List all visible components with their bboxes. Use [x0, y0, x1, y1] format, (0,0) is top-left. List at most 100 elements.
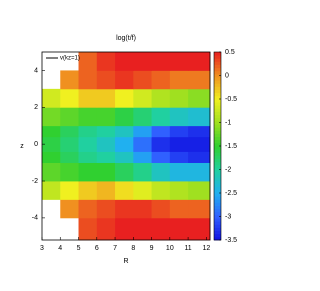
colorbar-segment [214, 205, 221, 210]
heatmap-cell [169, 107, 189, 127]
heatmap-cell [169, 125, 189, 138]
colorbar-segment [214, 136, 221, 141]
heatmap-cell [115, 107, 134, 127]
x-tick-label: 8 [131, 245, 135, 252]
heatmap-cell [169, 88, 189, 108]
colorbar-segment [214, 80, 221, 84]
heatmap-cell [169, 70, 189, 90]
colorbar-tick-label: -0.5 [225, 96, 237, 103]
heatmap-cell [133, 52, 152, 71]
heatmap-cell [188, 88, 211, 108]
colorbar-segment [214, 99, 221, 103]
x-tick-label: 12 [202, 245, 210, 252]
heatmap-cell [151, 199, 171, 219]
colorbar-segment [214, 224, 221, 228]
colorbar-segment [214, 70, 221, 75]
heatmap-cell [60, 125, 79, 138]
heatmap-cell [96, 52, 116, 71]
colorbar-tick-label: -2 [225, 166, 231, 173]
heatmap-cell [133, 162, 152, 182]
colorbar-segment [214, 95, 221, 100]
heatmap-cell [133, 136, 152, 152]
colorbar-segment [214, 58, 221, 62]
colorbar-segment [214, 221, 221, 225]
heatmap-cell [188, 199, 211, 219]
colorbar-segment [214, 64, 221, 69]
heatmap-cell [78, 70, 98, 90]
heatmap-cell [151, 107, 171, 127]
x-tick-label: 10 [166, 245, 174, 252]
heatmap-cell [78, 88, 98, 108]
colorbar-segment [214, 86, 221, 90]
heatmap-cell [96, 162, 116, 182]
colorbar-segment [214, 164, 221, 169]
colorbar-segment [214, 149, 221, 153]
colorbar-tick-label: 0.5 [225, 49, 235, 56]
heatmap-cell [115, 88, 134, 108]
y-tick-label: 2 [34, 104, 38, 111]
heatmap-cell [151, 162, 171, 182]
x-tick-label: 11 [184, 245, 191, 252]
heatmap-cell [188, 136, 211, 152]
heatmap-cell [169, 151, 189, 163]
heatmap-cell [151, 52, 171, 71]
heatmap-cell [169, 181, 189, 200]
heatmap-cell [42, 162, 61, 182]
heatmap-cell [60, 107, 79, 127]
colorbar-segment [214, 158, 221, 163]
heatmap-cell [115, 217, 134, 241]
heatmap-cell [169, 136, 189, 152]
heatmap-cell [96, 181, 116, 200]
colorbar-segment [214, 105, 221, 109]
heatmap-cell [151, 181, 171, 200]
heatmap-cell [60, 151, 79, 163]
heatmap-cell [133, 70, 152, 90]
colorbar-segment [214, 161, 221, 166]
colorbar-segment [214, 171, 221, 175]
colorbar-segment [214, 89, 221, 94]
colorbar-segment [214, 174, 221, 178]
heatmap-cell [169, 199, 189, 219]
colorbar-tick-label: 0 [225, 72, 229, 79]
heatmap-cell [169, 217, 189, 241]
heatmap-cell [96, 217, 116, 241]
heatmap-cell [169, 162, 189, 182]
x-tick-label: 7 [113, 245, 117, 252]
colorbar-tick-label: -1 [225, 119, 231, 126]
heatmap-cell [188, 70, 211, 90]
colorbar-segment [214, 155, 221, 159]
heatmap-cell [151, 136, 171, 152]
colorbar-segment [214, 127, 221, 131]
heatmap-cell [115, 151, 134, 163]
heatmap-cell [60, 136, 79, 152]
colorbar-segment [214, 61, 221, 65]
colorbar-segment [214, 130, 221, 134]
heatmap-cell [96, 151, 116, 163]
y-tick-label: -2 [32, 178, 38, 185]
colorbar-segment [214, 124, 221, 128]
heatmap-cell [60, 199, 79, 219]
heatmap-cell [151, 70, 171, 90]
colorbar-segment [214, 133, 221, 137]
heatmap-cell [188, 125, 211, 138]
colorbar-segment [214, 120, 221, 125]
colorbar-segment [214, 55, 221, 59]
y-axis-label: z [20, 143, 24, 150]
colorbar-segment [214, 167, 221, 172]
heatmap-cell [133, 151, 152, 163]
colorbar-segment [214, 186, 221, 191]
heatmap-cell [96, 125, 116, 138]
colorbar-segment [214, 199, 221, 203]
heatmap-cell [115, 125, 134, 138]
x-tick-label: 4 [58, 245, 62, 252]
x-tick-label: 3 [40, 245, 44, 252]
heatmap-cell [60, 88, 79, 108]
heatmap-cell [151, 88, 171, 108]
heatmap-cell [42, 136, 61, 152]
heatmap-cell [115, 136, 134, 152]
heatmap-cell [115, 52, 134, 71]
colorbar-segment [214, 177, 221, 181]
legend-label: v(kz=1) [60, 56, 80, 62]
heatmap-cell [96, 107, 116, 127]
